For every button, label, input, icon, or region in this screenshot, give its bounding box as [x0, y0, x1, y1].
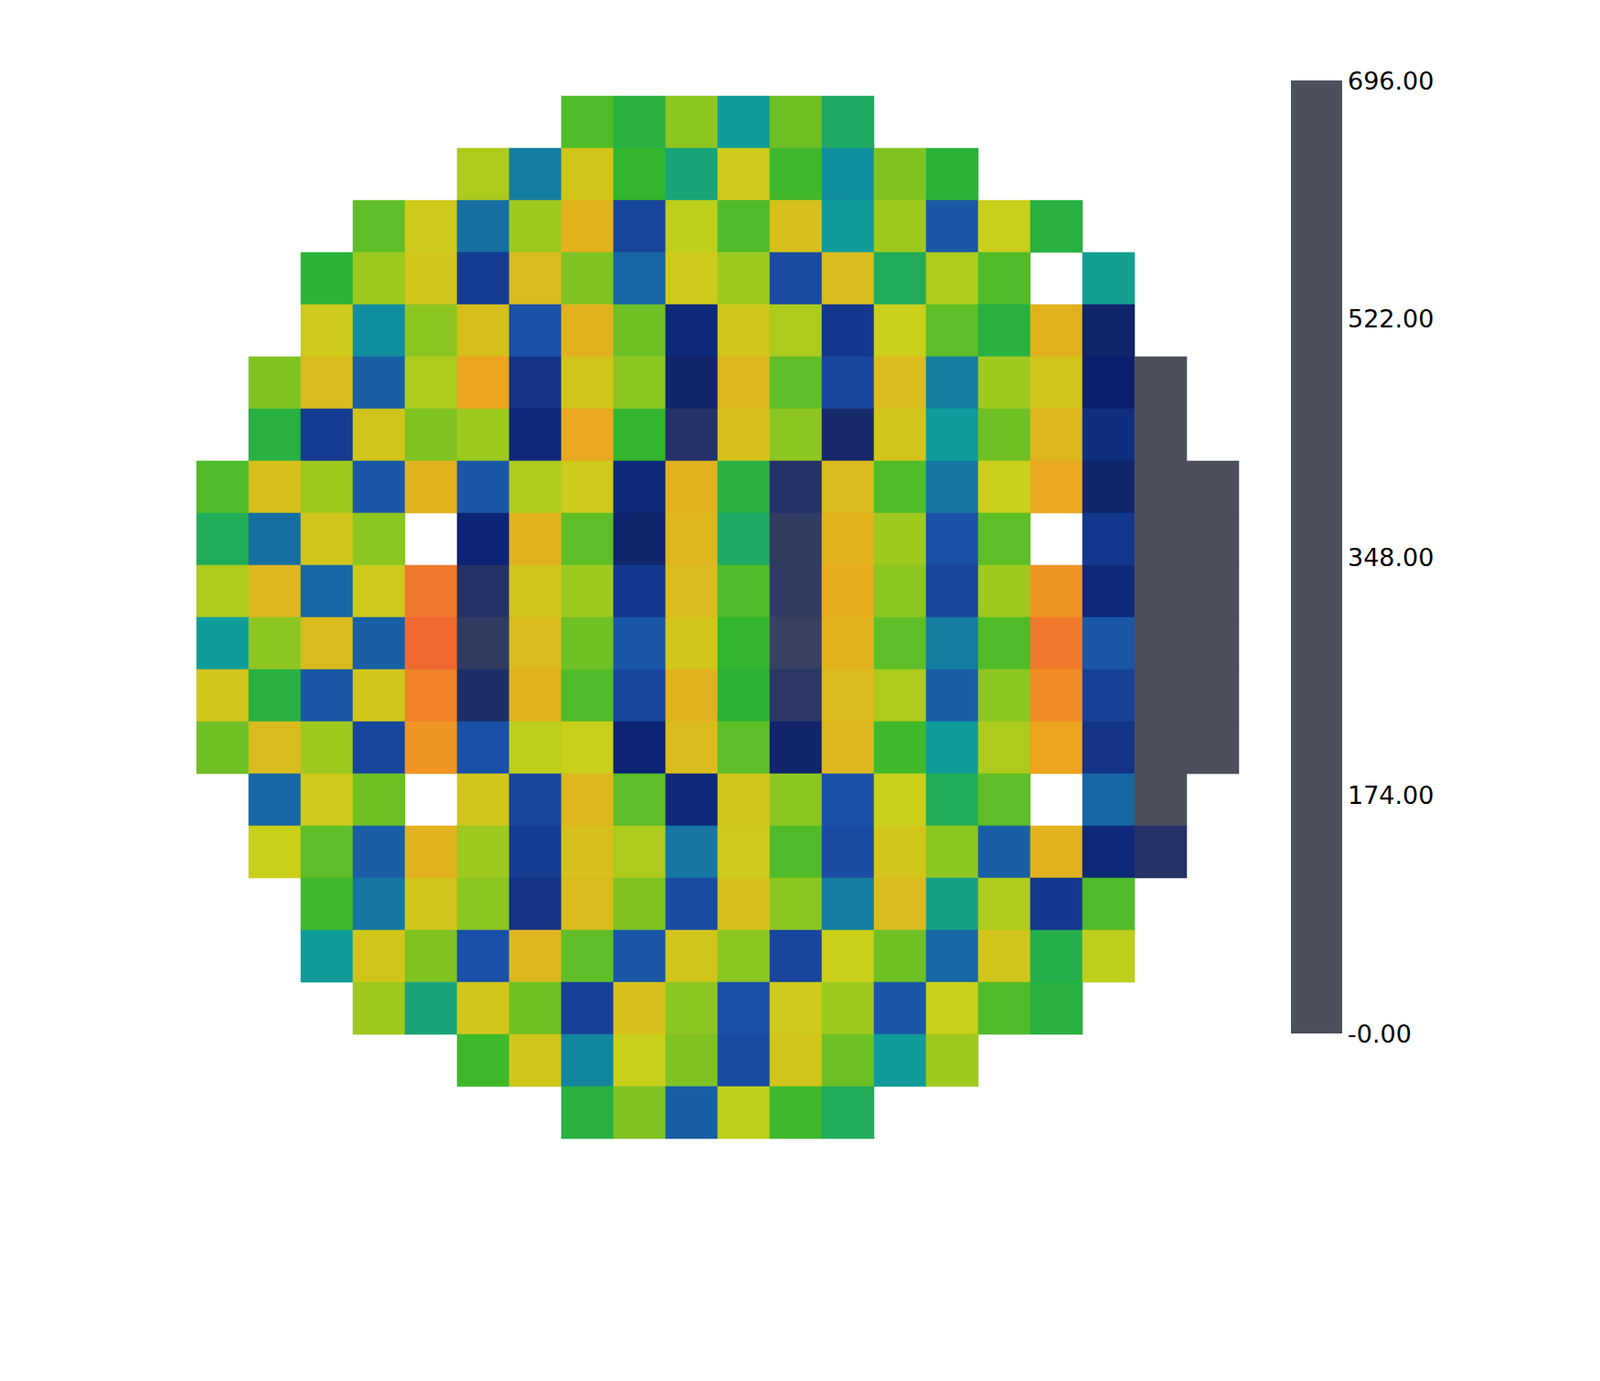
svg-text:522.00: 522.00: [1347, 304, 1434, 333]
svg-text:696.00: 696.00: [1347, 66, 1434, 96]
svg-text:174.00: 174.00: [1347, 780, 1434, 810]
svg-text:-0.00: -0.00: [1347, 1019, 1412, 1048]
svg-text:348.00: 348.00: [1347, 543, 1434, 572]
